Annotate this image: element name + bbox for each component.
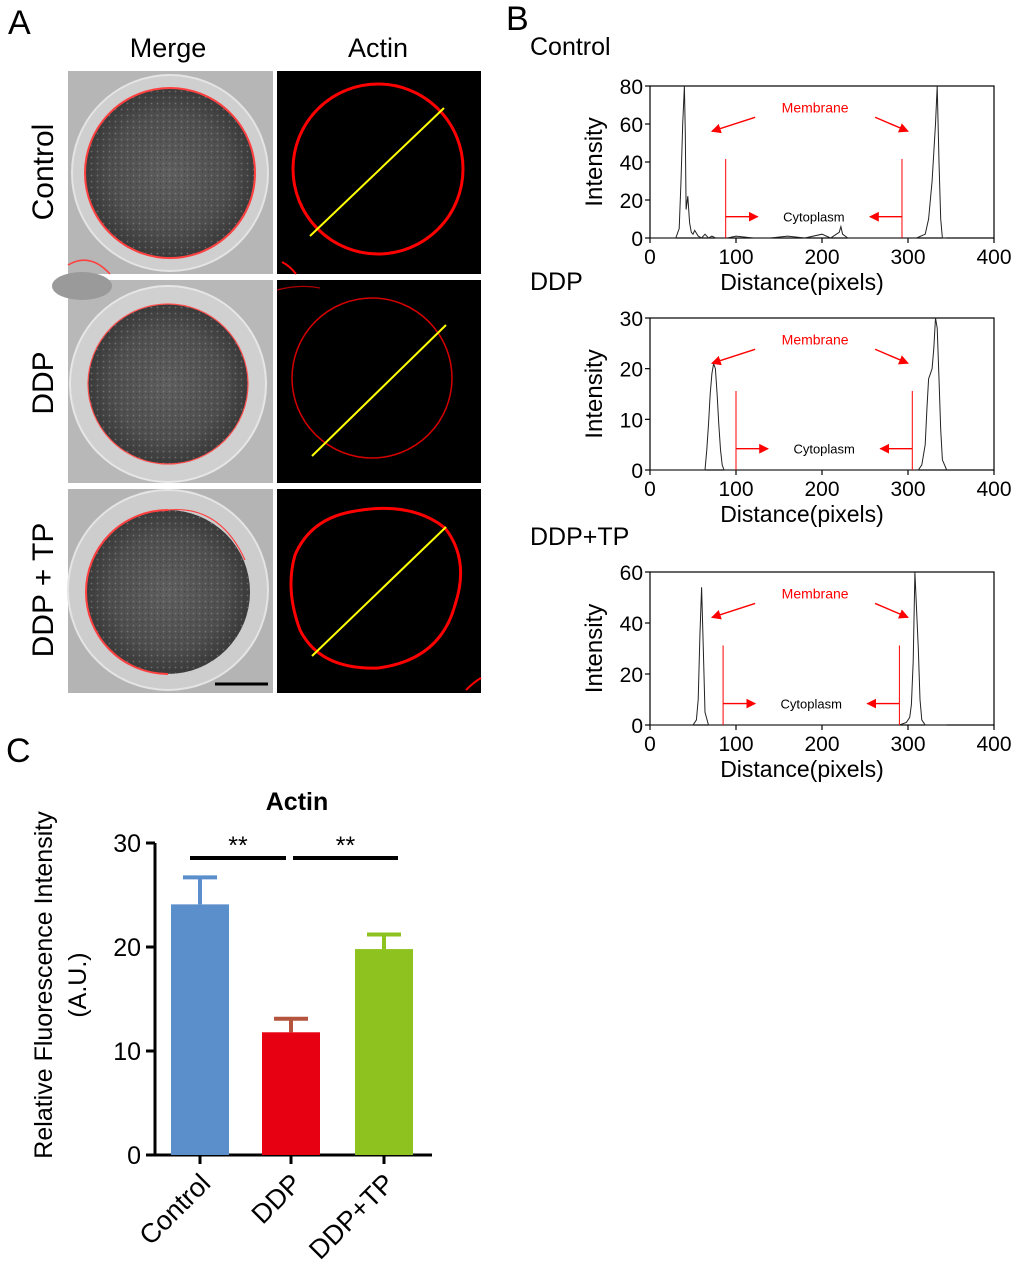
x-tick-label: 0 [644,478,656,501]
y-tick-label: 10 [620,409,643,432]
y-tick-label: 0 [631,228,643,251]
x-tick-label: 200 [804,733,839,756]
membrane-label: Membrane [782,99,849,115]
membrane-arrow-left [710,602,756,620]
y-tick-label: 20 [620,190,643,213]
bar-y-tick-label: 20 [113,934,141,962]
membrane-arrow-right [874,116,909,133]
membrane-arrow-left [710,348,756,366]
panel-letter-a: A [8,4,31,42]
merge-image-control [67,71,273,275]
x-tick-label: 200 [804,478,839,501]
y-axis-label: Intensity [581,604,608,693]
membrane-label: Membrane [782,331,849,347]
membrane-arrow-right [874,348,909,365]
bar-chart-title: Actin [266,788,329,816]
panel-letter-b: B [506,0,529,38]
significance-label-0: ** [228,832,248,860]
x-axis-label: Distance(pixels) [720,756,884,782]
profile-line-control [309,107,445,237]
x-tick-label: 300 [890,478,925,501]
x-axis-label: Distance(pixels) [720,269,884,295]
bar-y-axis-label-line1: Relative Fluorescence Intensity [30,811,58,1159]
x-axis-label: Distance(pixels) [720,501,884,527]
column-label-actin: Actin [348,33,408,63]
y-tick-label: 60 [620,562,643,585]
y-tick-label: 60 [620,114,643,137]
actin-image-control [277,71,481,275]
membrane-arrow-right [874,602,909,619]
membrane-label: Membrane [782,585,849,601]
y-tick-label: 80 [620,76,643,99]
profile-chart-title: Control [530,33,611,61]
x-tick-label: 300 [890,246,925,269]
significance-label-1: ** [336,832,356,860]
x-tick-label: 0 [644,733,656,756]
x-tick-label: 0 [644,246,656,269]
bar-category-label: DDP+TP [303,1168,400,1265]
x-tick-label: 100 [718,733,753,756]
bar-y-tick-label: 30 [113,830,141,858]
profile-chart-control: Control 0 20 40 60 80 0 100 200 300 400 Distance(pi… [530,33,1012,295]
merge-image-ddp-tp [67,489,273,693]
cytoplasm-label: Cytoplasm [793,442,854,457]
bar-ddp-tp [355,949,413,1155]
y-tick-label: 0 [631,460,643,483]
row-label-ddp: DDP [27,351,60,414]
profile-line-ddp [311,324,447,457]
bar-y-tick-label: 0 [127,1142,141,1170]
y-tick-label: 30 [620,308,643,331]
y-tick-label: 20 [620,664,643,687]
x-tick-label: 200 [804,246,839,269]
bar-y-axis-label-line2: (A.U.) [64,952,92,1017]
x-tick-label: 400 [976,478,1011,501]
profile-chart-title: DDP+TP [530,523,629,551]
y-tick-label: 0 [631,715,643,738]
x-tick-label: 400 [976,733,1011,756]
actin-image-ddp [276,280,481,483]
row-label-ddp-tp: DDP + TP [27,523,60,658]
intensity-profile-line [650,85,947,239]
x-tick-label: 300 [890,733,925,756]
actin-image-ddp-tp [277,489,482,693]
profile-line-ddp-tp [311,526,447,657]
profile-chart-title: DDP [530,268,583,296]
bar-category-label: DDP [246,1168,308,1230]
cytoplasm-label: Cytoplasm [781,697,842,712]
membrane-arrow-left [710,116,756,134]
y-axis-label: Intensity [581,117,608,206]
panel-c-bar-chart: Actin Relative Fluorescence Intensity (A.U… [30,788,432,1265]
profile-chart-ddp-tp: DDP+TP 0 20 40 60 0 100 200 300 400 Distance(pixel… [530,523,1012,782]
cytoplasm-label: Cytoplasm [783,210,844,225]
x-tick-label: 100 [718,478,753,501]
bar-ddp [262,1032,320,1155]
bar-category-label: Control [133,1168,216,1251]
y-axis-label: Intensity [581,349,608,438]
x-tick-label: 100 [718,246,753,269]
x-tick-label: 400 [976,246,1011,269]
bar-control [171,904,229,1155]
y-tick-label: 40 [620,613,643,636]
bar-y-tick-label: 10 [113,1038,141,1066]
column-label-merge: Merge [130,33,207,63]
y-tick-label: 20 [620,359,643,382]
y-tick-label: 40 [620,152,643,175]
merge-image-ddp [52,272,273,483]
intensity-profile-line [650,317,948,471]
panel-letter-c: C [6,732,31,770]
row-label-control: Control [27,124,60,221]
